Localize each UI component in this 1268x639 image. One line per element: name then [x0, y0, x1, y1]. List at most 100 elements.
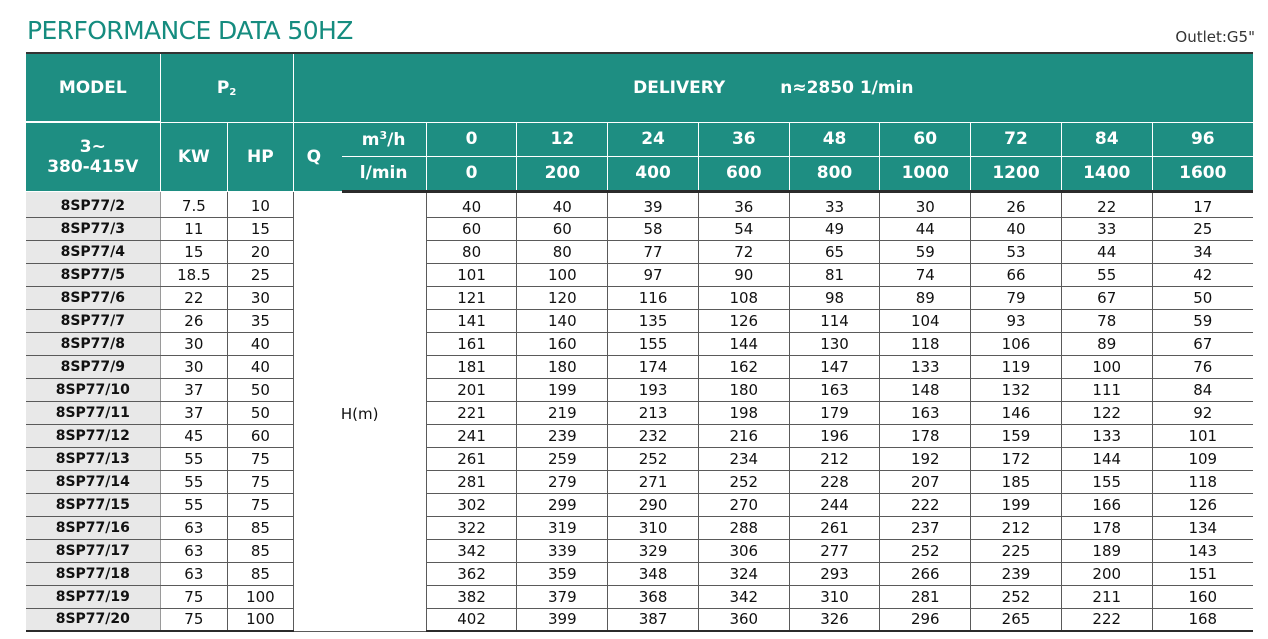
model-cell: 8SP77/10 [26, 378, 161, 402]
head-value-cell: 196 [789, 424, 881, 448]
head-value-cell: 174 [607, 355, 699, 379]
head-value-cell: 362 [426, 562, 518, 586]
head-value-cell: 166 [1061, 493, 1153, 517]
flow-lmin-header: 0 [426, 156, 518, 193]
head-value-cell: 189 [1061, 539, 1153, 563]
model-cell: 8SP77/9 [26, 355, 161, 379]
head-value-cell: 92 [1152, 401, 1253, 425]
kw-cell: 22 [160, 286, 229, 310]
head-value-cell: 200 [1061, 562, 1153, 586]
flow-lmin-header: 1200 [970, 156, 1062, 193]
head-value-cell: 339 [516, 539, 609, 563]
head-value-cell: 212 [789, 447, 881, 471]
flow-m3h-header: 72 [970, 122, 1062, 157]
kw-cell: 55 [160, 493, 229, 517]
head-value-cell: 144 [698, 332, 790, 356]
head-value-cell: 80 [426, 240, 518, 264]
head-value-cell: 221 [426, 401, 518, 425]
head-value-cell: 133 [1061, 424, 1153, 448]
hp-cell: 40 [227, 332, 294, 356]
head-value-cell: 306 [698, 539, 790, 563]
head-value-cell: 252 [607, 447, 699, 471]
model-cell: 8SP77/19 [26, 585, 161, 609]
head-value-cell: 180 [516, 355, 609, 379]
head-value-cell: 211 [1061, 585, 1153, 609]
kw-cell: 63 [160, 516, 229, 540]
head-value-cell: 181 [426, 355, 518, 379]
head-value-cell: 271 [607, 470, 699, 494]
head-value-cell: 60 [426, 217, 518, 241]
head-value-cell: 324 [698, 562, 790, 586]
head-value-cell: 387 [607, 608, 699, 632]
head-value-cell: 281 [426, 470, 518, 494]
head-value-cell: 290 [607, 493, 699, 517]
head-value-cell: 104 [879, 309, 972, 333]
head-value-cell: 22 [1061, 191, 1153, 218]
hp-cell: 85 [227, 516, 294, 540]
head-value-cell: 101 [426, 263, 518, 287]
head-value-cell: 148 [879, 378, 972, 402]
head-value-cell: 108 [698, 286, 790, 310]
hp-cell: 35 [227, 309, 294, 333]
head-value-cell: 122 [1061, 401, 1153, 425]
table-row: 8SP77/10 37 50 201 199 193 180 163 148 132 111 84 [26, 378, 1253, 402]
head-value-cell: 178 [879, 424, 972, 448]
table-row: 8SP77/4 15 20 80 80 77 72 65 59 53 44 34 [26, 240, 1253, 264]
head-value-cell: 90 [698, 263, 790, 287]
table-row: 8SP77/8 30 40 161 160 155 144 130 118 106 89 67 [26, 332, 1253, 356]
head-value-cell: 159 [970, 424, 1062, 448]
head-value-cell: 155 [1061, 470, 1153, 494]
head-value-cell: 222 [1061, 608, 1153, 632]
outlet-label: Outlet:G5" [1175, 28, 1255, 46]
table-header: MODEL P2 DELIVERY n≈2850 1/min 3~ 380-415V… [26, 52, 1253, 193]
kw-cell: 75 [160, 608, 229, 632]
head-value-cell: 178 [1061, 516, 1153, 540]
head-value-cell: 65 [789, 240, 881, 264]
head-value-cell: 342 [698, 585, 790, 609]
model-cell: 8SP77/5 [26, 263, 161, 287]
head-value-cell: 213 [607, 401, 699, 425]
head-value-cell: 270 [698, 493, 790, 517]
head-value-cell: 89 [1061, 332, 1153, 356]
head-value-cell: 78 [1061, 309, 1153, 333]
head-value-cell: 252 [698, 470, 790, 494]
hp-cell: 50 [227, 378, 294, 402]
model-cell: 8SP77/4 [26, 240, 161, 264]
head-value-cell: 160 [516, 332, 609, 356]
head-value-cell: 261 [789, 516, 881, 540]
model-cell: 8SP77/7 [26, 309, 161, 333]
model-cell: 8SP77/8 [26, 332, 161, 356]
head-value-cell: 261 [426, 447, 518, 471]
head-value-cell: 100 [1061, 355, 1153, 379]
head-value-cell: 146 [970, 401, 1062, 425]
hp-cell: 75 [227, 470, 294, 494]
head-value-cell: 72 [698, 240, 790, 264]
head-value-cell: 101 [1152, 424, 1253, 448]
head-value-cell: 59 [1152, 309, 1253, 333]
head-value-cell: 259 [516, 447, 609, 471]
flow-m3h-header: 36 [698, 122, 790, 157]
head-value-cell: 26 [970, 191, 1062, 218]
head-value-cell: 58 [607, 217, 699, 241]
kw-cell: 7.5 [160, 191, 229, 218]
head-value-cell: 42 [1152, 263, 1253, 287]
head-value-cell: 119 [970, 355, 1062, 379]
head-value-cell: 79 [970, 286, 1062, 310]
head-value-cell: 106 [970, 332, 1062, 356]
head-value-cell: 319 [516, 516, 609, 540]
head-value-cell: 147 [789, 355, 881, 379]
head-value-cell: 225 [970, 539, 1062, 563]
head-value-cell: 40 [516, 191, 609, 218]
head-value-cell: 66 [970, 263, 1062, 287]
kw-cell: 30 [160, 355, 229, 379]
kw-cell: 63 [160, 539, 229, 563]
head-value-cell: 118 [879, 332, 972, 356]
head-unit-label: H(m) [293, 191, 427, 632]
head-value-cell: 126 [698, 309, 790, 333]
head-value-cell: 133 [879, 355, 972, 379]
model-cell: 8SP77/20 [26, 608, 161, 632]
head-value-cell: 67 [1061, 286, 1153, 310]
head-value-cell: 144 [1061, 447, 1153, 471]
hp-cell: 60 [227, 424, 294, 448]
kw-cell: 55 [160, 447, 229, 471]
